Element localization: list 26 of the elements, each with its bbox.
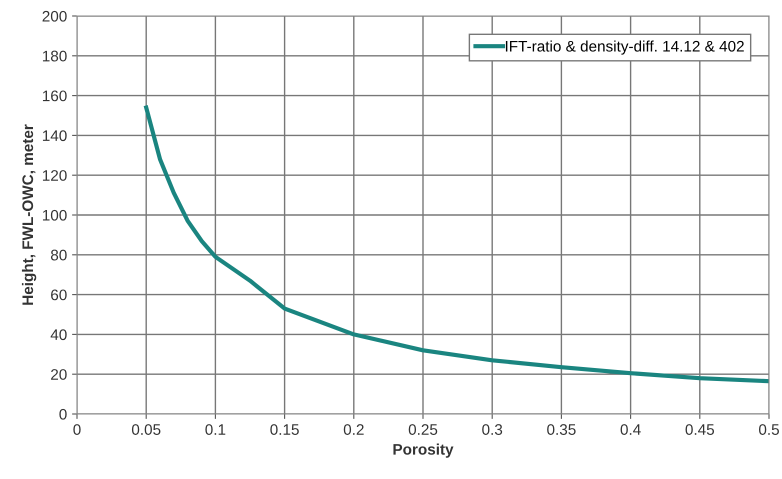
y-tick-label: 40: [50, 329, 67, 340]
x-tick-label: 0.25: [408, 424, 438, 435]
x-tick-label: 0.45: [686, 424, 714, 435]
y-axis-title: Height, FWL-OWC, meter: [22, 124, 36, 305]
y-tick-label: 0: [59, 408, 67, 420]
x-tick-label: 0: [73, 424, 81, 435]
y-tick-label: 160: [42, 90, 67, 102]
x-tick-label: 0.5: [758, 424, 779, 435]
x-tick-label: 0.1: [205, 424, 226, 435]
y-tick-label: 140: [42, 130, 67, 142]
y-tick-label: 80: [50, 250, 67, 260]
x-axis-title: Porosity: [393, 444, 454, 458]
x-tick-label: 0.35: [547, 424, 576, 435]
y-tick-label: 120: [42, 170, 67, 181]
x-tick-label: 0.2: [344, 424, 364, 435]
y-tick-label: 20: [51, 369, 67, 380]
y-tick-label: 60: [51, 289, 67, 300]
x-tick-label: 0.15: [270, 424, 299, 435]
x-tick-label: 0.05: [132, 424, 160, 435]
y-tick-label: 200: [42, 10, 67, 22]
line-series: [144, 105, 769, 384]
legend-label: IFT-ratio & density-diff. 14.12 & 402: [506, 40, 744, 55]
x-tick-label: 0.4: [620, 424, 641, 435]
y-tick-label: 180: [42, 50, 67, 62]
y-tick-label: 100: [42, 210, 67, 221]
x-tick-label: 0.3: [482, 424, 502, 435]
